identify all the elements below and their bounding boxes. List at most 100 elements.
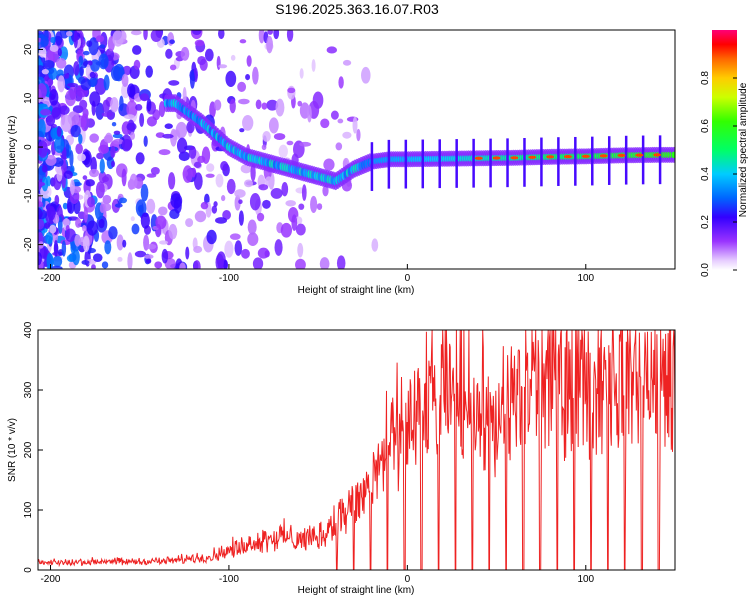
noise-blob	[140, 183, 149, 202]
noise-blob	[146, 198, 156, 214]
noise-blob	[179, 262, 186, 269]
ridge-streak	[540, 137, 543, 187]
noise-blob	[143, 135, 148, 147]
noise-blob	[158, 149, 171, 156]
ridge-hotspot	[546, 155, 555, 159]
spectrogram-y-tick-label: 0	[23, 144, 34, 150]
noise-blob	[280, 222, 293, 238]
figure-title: S196.2025.363.16.07.R03	[275, 1, 439, 17]
noise-blob	[66, 82, 78, 88]
noise-blob	[238, 98, 250, 105]
noise-blob	[226, 178, 236, 195]
noise-blob	[261, 102, 268, 110]
noise-blob	[180, 46, 190, 61]
noise-blob	[80, 78, 92, 91]
snr-line	[38, 330, 675, 570]
noise-blob	[234, 195, 241, 211]
noise-blob	[189, 70, 195, 89]
noise-blob	[62, 218, 71, 226]
noise-blob	[56, 69, 64, 77]
noise-blob	[87, 196, 95, 208]
noise-blob	[101, 176, 109, 183]
noise-blob	[169, 39, 175, 44]
noise-blob	[49, 37, 57, 44]
noise-blob	[262, 130, 271, 142]
noise-blob	[50, 265, 63, 269]
noise-blob	[112, 138, 124, 145]
noise-blob	[168, 223, 178, 240]
noise-blob	[102, 194, 112, 205]
noise-blob	[62, 202, 68, 210]
noise-blob	[267, 30, 273, 35]
noise-blob	[206, 163, 215, 172]
noise-blob	[69, 179, 75, 195]
noise-blob	[41, 68, 49, 75]
noise-blob	[89, 76, 98, 87]
noise-blob	[110, 160, 116, 168]
ridge-streak	[591, 136, 594, 186]
snr-y-ticks: 0 100 200 300 400	[23, 321, 43, 573]
spectrogram-y-ticks: -20 -10 0 10 20	[23, 44, 43, 252]
noise-blob	[130, 216, 135, 222]
spectrogram-x-ticks: -200 -100 0 100	[40, 264, 595, 284]
noise-blob	[205, 173, 215, 178]
noise-blob	[116, 234, 124, 251]
noise-blob	[40, 108, 51, 116]
spectrogram-heatmap	[38, 30, 675, 269]
snr-y-tick-label: 400	[23, 321, 34, 338]
noise-blob	[278, 144, 288, 159]
ridge-streak	[574, 136, 577, 186]
noise-blob	[194, 39, 205, 47]
noise-blob	[49, 44, 59, 52]
snr-panel: -200 -100 0 100 0 100 200 300 400 Height of str…	[7, 321, 676, 596]
noise-blob	[234, 189, 246, 198]
noise-blob	[286, 30, 294, 42]
noise-blob	[250, 163, 256, 182]
noise-blob	[38, 140, 48, 158]
noise-blob	[73, 61, 80, 76]
noise-blob	[170, 193, 183, 209]
ridge-streak	[472, 138, 475, 188]
noise-blob	[310, 195, 318, 214]
noise-blob	[330, 110, 339, 120]
noise-blob	[133, 59, 141, 70]
noise-blob	[98, 218, 105, 229]
noise-blob	[110, 145, 116, 158]
noise-blob	[239, 39, 247, 44]
noise-blob	[200, 201, 209, 210]
noise-blob	[266, 99, 279, 111]
ridge-streak	[387, 139, 391, 189]
noise-blob	[38, 252, 42, 266]
noise-blob	[73, 30, 78, 49]
noise-blob	[170, 128, 177, 147]
noise-blob	[130, 30, 142, 36]
noise-blob	[316, 203, 323, 210]
noise-blob	[42, 60, 55, 69]
noise-blob	[264, 176, 274, 187]
noise-blob	[38, 47, 47, 58]
noise-blob	[182, 87, 187, 104]
spectrogram-y-tick-label: -20	[23, 237, 34, 252]
noise-blob	[40, 36, 49, 47]
snr-x-tick-label: -100	[219, 574, 239, 585]
noise-blob	[56, 125, 62, 138]
colorbar-gradient	[712, 30, 737, 270]
colorbar-tick-label: 0.0	[700, 263, 711, 277]
noise-blob	[111, 122, 117, 127]
noise-blob	[139, 93, 150, 102]
spectrogram-frame	[37, 29, 676, 270]
noise-blob	[99, 138, 109, 154]
noise-blob	[74, 234, 81, 247]
colorbar-tick-label: 0.8	[700, 71, 711, 85]
noise-blob	[78, 55, 84, 66]
noise-blob	[258, 30, 265, 44]
noise-blob	[342, 59, 352, 66]
noise-blob	[121, 138, 133, 151]
ridge-streak	[523, 138, 526, 187]
noise-blob	[361, 66, 371, 84]
noise-blob	[266, 35, 273, 54]
noise-blob	[144, 254, 154, 260]
noise-blob	[45, 115, 56, 127]
noise-blob	[69, 150, 74, 167]
